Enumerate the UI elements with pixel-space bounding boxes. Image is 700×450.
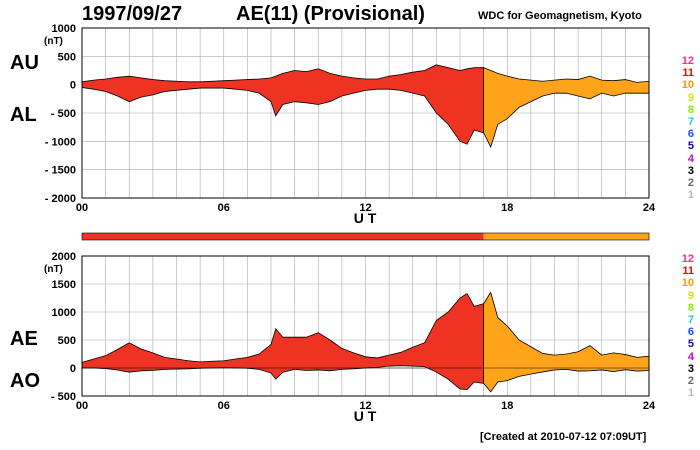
provisional-color-bar <box>81 232 650 241</box>
ae-ao-unit-label: (nT) <box>44 264 63 275</box>
chart-title: AE(11) (Provisional) <box>236 3 425 25</box>
provisional-data-area <box>483 291 650 393</box>
x-tick-label: 18 <box>501 202 513 214</box>
y-tick-label: - 1000 <box>45 136 76 148</box>
station-count-4: 4 <box>687 152 694 165</box>
au-al-x-ticks: 00 06 12 18 24 <box>76 202 656 214</box>
provisional-data-segment <box>483 233 649 240</box>
y-tick-label: 0 <box>70 363 76 375</box>
station-count-10: 10 <box>681 79 694 92</box>
y-tick-label: - 500 <box>51 391 76 403</box>
x-tick-label: 00 <box>76 400 88 412</box>
ae-ao-area <box>81 291 650 393</box>
station-count-5: 5 <box>687 338 694 351</box>
station-count-6: 6 <box>687 326 694 339</box>
au-al-chart: 1000 500 0 - 500 - 1000 - 1500 - 2000 00 06 12 18… <box>44 23 656 226</box>
ae-ao-x-axis-label: U T <box>354 408 377 424</box>
ae-ao-chart: 2000 1500 1000 500 0 - 500 00 06 12 18 24 (nT) U … <box>44 251 656 424</box>
au-al-x-axis-label: U T <box>354 210 377 226</box>
ae-ao-x-ticks: 00 06 12 18 24 <box>76 400 656 412</box>
organization-label: WDC for Geomagnetism, Kyoto <box>478 10 642 22</box>
y-tick-label: 500 <box>58 335 76 347</box>
station-count-2: 2 <box>687 375 694 387</box>
final-data-area <box>81 64 485 145</box>
y-tick-label: 1000 <box>52 307 76 319</box>
station-count-legend-top: 12 11 10 9 8 7 6 5 4 3 2 1 <box>652 55 698 205</box>
station-count-3: 3 <box>687 362 694 375</box>
provisional-data-area <box>483 67 650 149</box>
station-count-8: 8 <box>687 103 694 116</box>
y-tick-label: 0 <box>70 80 76 92</box>
au-al-frame <box>81 27 650 199</box>
au-al-y-ticks: 1000 500 0 - 500 - 1000 - 1500 - 2000 <box>45 23 76 205</box>
station-count-11: 11 <box>682 67 694 80</box>
station-count-7: 7 <box>687 116 694 128</box>
ae-side-label: AE <box>10 328 38 350</box>
y-tick-label: - 2000 <box>45 193 76 205</box>
station-count-1: 1 <box>687 189 694 202</box>
station-count-4: 4 <box>687 350 694 363</box>
station-count-8: 8 <box>687 301 694 314</box>
final-data-segment <box>82 233 484 240</box>
x-tick-label: 24 <box>643 202 656 214</box>
station-count-9: 9 <box>687 289 694 302</box>
station-count-2: 2 <box>687 177 694 189</box>
y-tick-label: - 500 <box>51 108 76 120</box>
station-count-12: 12 <box>681 253 694 265</box>
x-tick-label: 06 <box>218 202 230 214</box>
station-count-9: 9 <box>687 91 694 104</box>
x-tick-label: 18 <box>501 400 513 412</box>
ae-ao-y-ticks: 2000 1500 1000 500 0 - 500 <box>51 251 76 403</box>
x-tick-label: 12 <box>359 400 371 412</box>
ae-ao-grid <box>82 256 649 396</box>
au-al-grid <box>82 28 649 198</box>
station-count-1: 1 <box>687 387 694 400</box>
station-count-3: 3 <box>687 164 694 177</box>
station-count-12: 12 <box>681 55 694 67</box>
y-tick-label: 2000 <box>52 251 76 263</box>
y-tick-label: 500 <box>58 51 76 63</box>
created-timestamp: [Created at 2010-07-12 07:09UT] <box>480 431 647 443</box>
al-side-label: AL <box>10 104 37 126</box>
x-tick-label: 00 <box>76 202 88 214</box>
station-count-6: 6 <box>687 128 694 141</box>
y-tick-label: 1000 <box>52 23 76 35</box>
y-tick-label: - 1500 <box>45 165 76 177</box>
final-data-area <box>81 292 485 390</box>
station-count-11: 11 <box>682 265 694 278</box>
y-tick-label: 1500 <box>52 279 76 291</box>
ae-ao-frame <box>81 255 650 397</box>
x-tick-label: 12 <box>359 202 371 214</box>
au-al-unit-label: (nT) <box>44 36 63 47</box>
x-tick-label: 24 <box>643 400 656 412</box>
station-count-5: 5 <box>687 140 694 153</box>
au-side-label: AU <box>10 52 39 74</box>
station-count-7: 7 <box>687 314 694 326</box>
station-count-10: 10 <box>681 277 694 290</box>
station-count-legend-bottom: 12 11 10 9 8 7 6 5 4 3 2 1 <box>652 253 698 403</box>
date-label: 1997/09/27 <box>82 3 183 25</box>
ao-side-label: AO <box>10 370 40 392</box>
x-tick-label: 06 <box>218 400 230 412</box>
